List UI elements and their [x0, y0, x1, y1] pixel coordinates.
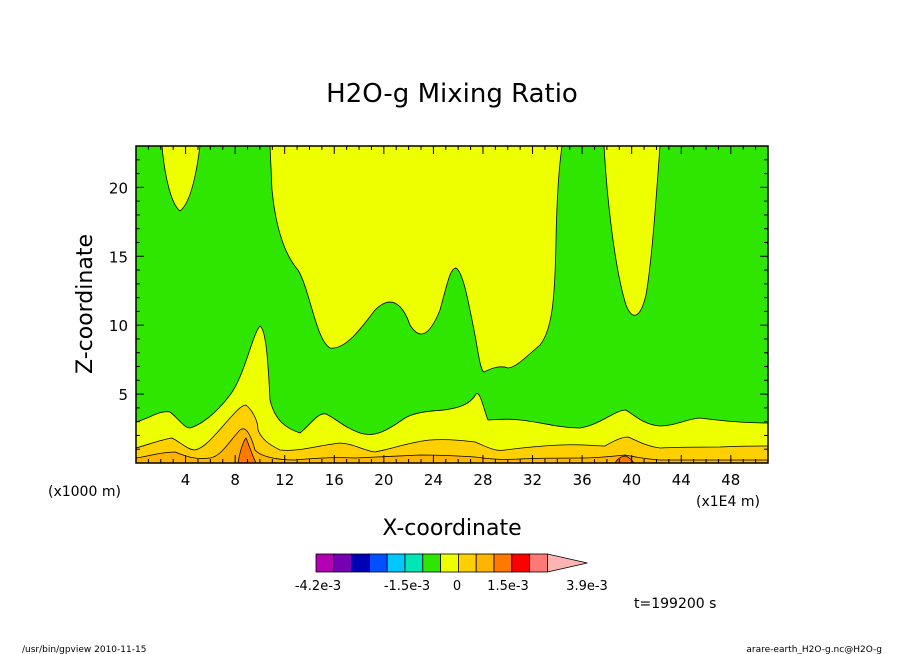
x-tick-label: 8: [230, 471, 240, 489]
colorbar-swatch: [351, 553, 370, 573]
x-tick-label: 12: [275, 471, 294, 489]
colorbar-arrow: [547, 553, 588, 573]
x-tick-label: 24: [424, 471, 443, 489]
x-tick-label: 40: [622, 471, 641, 489]
colorbar-label: -4.2e-3: [295, 579, 341, 594]
colorbar-label: 0: [453, 579, 461, 594]
y-unit-note: (x1000 m): [48, 484, 121, 500]
x-axis: 4 8 12 16 20 24 28 32 36 40 44 48: [147, 146, 757, 489]
x-tick-label: 44: [672, 471, 691, 489]
colorbar-swatch: [511, 553, 530, 573]
colorbar-label: 3.9e-3: [566, 579, 608, 594]
contour-fill-yellow-right: [603, 146, 661, 316]
colorbar-swatch: [529, 553, 548, 573]
y-tick-label: 5: [118, 386, 128, 404]
colorbar-swatch: [457, 553, 477, 573]
colorbar-labels: -4.2e-3 -1.5e-3 0 1.5e-3 3.9e-3: [295, 579, 608, 594]
colorbar-swatch: [404, 553, 424, 573]
x-unit-note: (x1E4 m): [696, 494, 760, 510]
contour-fill-yellow-lower: [136, 325, 768, 463]
contour-fill-orange: [136, 428, 768, 463]
footer-left: /usr/bin/gpview 2010-11-15: [22, 645, 146, 654]
colorbar-label: -1.5e-3: [384, 579, 430, 594]
footer-right: arare-earth_H2O-g.nc@H2O-g: [746, 645, 882, 654]
x-tick-label: 28: [473, 471, 492, 489]
x-tick-label: 48: [721, 471, 740, 489]
x-tick-label: 36: [573, 471, 592, 489]
y-axis: 5 10 15 20: [109, 159, 768, 450]
x-tick-label: 20: [374, 471, 393, 489]
contour-fill-yellow-left: [161, 146, 201, 212]
contour-fill-yellow-upper: [269, 146, 563, 373]
contour-fill-dark-orange: [237, 437, 257, 463]
colorbar-swatch: [422, 553, 441, 573]
colorbar-swatch: [386, 553, 406, 573]
x-tick-label: 4: [181, 471, 191, 489]
y-tick-label: 15: [109, 248, 128, 266]
y-tick-label: 20: [109, 179, 128, 197]
plot-frame: [135, 145, 769, 464]
y-axis-label: Z-coordinate: [73, 234, 98, 374]
colorbar-swatch: [475, 553, 495, 573]
x-axis-label: X-coordinate: [382, 516, 521, 541]
colorbar-swatch: [333, 553, 352, 573]
colorbar-swatch: [440, 553, 459, 573]
chart-title: H2O-g Mixing Ratio: [326, 79, 578, 109]
time-label: t=199200 s: [634, 596, 716, 612]
y-tick-label: 10: [109, 317, 128, 335]
contour-field: [136, 146, 768, 463]
contour-fill-gold: [136, 404, 768, 463]
colorbar-label: 1.5e-3: [487, 579, 529, 594]
colorbar-swatch: [493, 553, 513, 573]
colorbar-swatch: [315, 553, 335, 573]
colorbar: [315, 553, 588, 573]
x-tick-label: 16: [325, 471, 344, 489]
colorbar-swatch: [368, 553, 388, 573]
x-tick-label: 32: [523, 471, 542, 489]
